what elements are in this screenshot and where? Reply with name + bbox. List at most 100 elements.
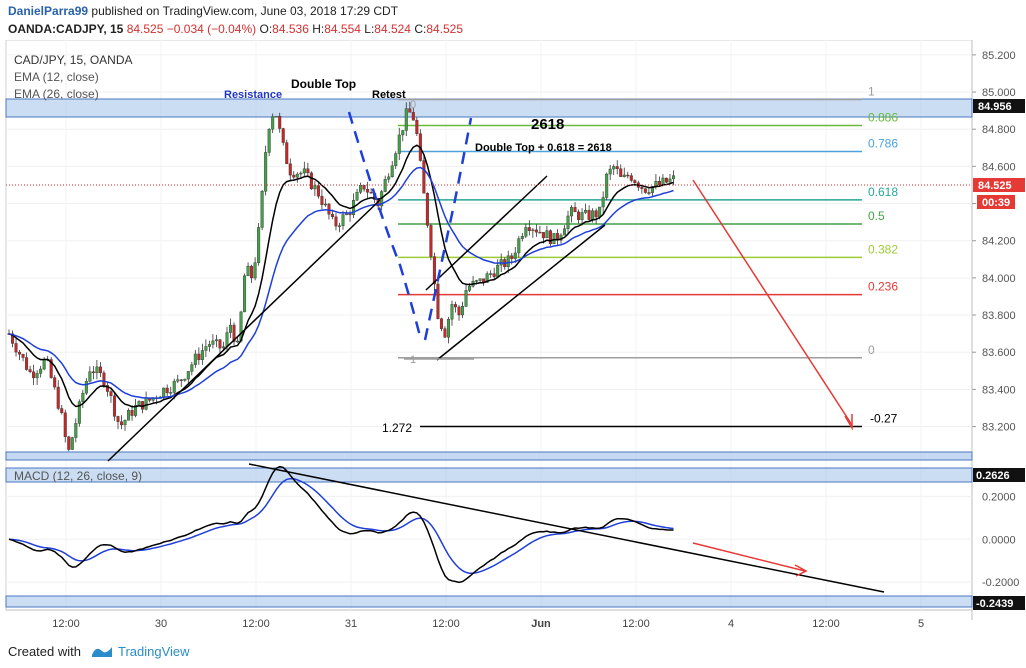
candle-body xyxy=(657,181,661,185)
author-name[interactable]: DanielParra99 xyxy=(8,4,89,18)
candle-body xyxy=(587,210,591,220)
macd-signal-line xyxy=(8,477,674,574)
candle-body xyxy=(513,252,517,259)
candle-body xyxy=(439,318,443,329)
support-zone-bottom[interactable] xyxy=(5,451,973,461)
candle-body xyxy=(594,210,598,218)
time-tick-label: 30 xyxy=(155,618,167,630)
grid-lines xyxy=(6,40,972,610)
candle-body xyxy=(18,351,22,355)
legend-ema26: EMA (26, close) xyxy=(14,87,99,101)
candle-body xyxy=(197,353,201,361)
candle-body xyxy=(573,207,577,213)
time-tick-label: 12:00 xyxy=(242,618,270,630)
candle-body xyxy=(84,381,88,394)
time-tick-label: 12:00 xyxy=(432,618,460,630)
last-price: 84.525 xyxy=(126,22,164,36)
resistance-price-label: 84.956 xyxy=(978,101,1012,113)
candle-body xyxy=(612,166,616,170)
resistance-label: Resistance xyxy=(224,89,282,101)
time-tick-label: 4 xyxy=(728,618,734,630)
price-change: −0.034 (−0.04%) xyxy=(166,22,257,36)
macd-divergence-trendline[interactable] xyxy=(248,463,885,593)
candle-body xyxy=(120,421,124,426)
candle-body xyxy=(253,262,257,279)
time-tick-label: 5 xyxy=(918,618,924,630)
time-tick-label: 31 xyxy=(345,618,357,630)
rising-trendline-1[interactable] xyxy=(107,199,381,462)
price-tick-label: 84.200 xyxy=(982,236,1016,248)
legend-macd: MACD (12, 26, close, 9) xyxy=(14,469,142,483)
fib-level-label: 0.5 xyxy=(868,209,885,223)
candle-body xyxy=(32,371,36,379)
fib-level-label: 0 xyxy=(868,343,875,357)
symbol-label: OANDA:CADJPY, 15 xyxy=(8,22,124,36)
channel-upper-line[interactable] xyxy=(425,175,548,291)
macd-lower-zone[interactable] xyxy=(5,595,973,608)
fibonacci-levels[interactable]: 1 0.886 0.786 0.618 0.5 0.382 0.236 0 -0.27 xyxy=(398,84,898,428)
ema12-line xyxy=(8,144,674,408)
candle-body xyxy=(640,187,644,189)
candle-body xyxy=(165,387,169,394)
macd-axis[interactable]: 0.2000 0.0000 -0.2000 xyxy=(982,491,1019,589)
candle-body xyxy=(425,193,429,226)
candle-body xyxy=(88,371,92,382)
candle-body xyxy=(292,174,296,178)
candle-body xyxy=(123,420,127,426)
price-axis[interactable]: 85.20085.00084.80084.60084.40084.20084.0… xyxy=(972,50,1016,434)
chart-header: DanielParra99 published on TradingView.c… xyxy=(0,0,1026,40)
candle-body xyxy=(562,228,566,236)
candle-body xyxy=(366,188,370,193)
candle-body xyxy=(42,358,46,370)
price-tick-label: 85.200 xyxy=(982,50,1016,62)
candle-body xyxy=(130,410,134,416)
candle-body xyxy=(264,152,268,192)
low-label: L: xyxy=(364,22,375,36)
candle-body xyxy=(429,225,433,257)
candle-body xyxy=(629,175,633,181)
candle-body xyxy=(355,191,359,201)
candle-body xyxy=(454,304,458,308)
candle-body xyxy=(485,273,489,283)
candle-body xyxy=(330,213,334,218)
candle-body xyxy=(214,339,218,342)
legend-ema12: EMA (12, close) xyxy=(14,70,99,84)
candle-body xyxy=(580,212,584,220)
target-formula-label: Double Top + 0.618 = 2618 xyxy=(475,142,612,154)
macd-lower-label: -0.2439 xyxy=(976,598,1013,610)
candle-body xyxy=(415,119,419,134)
tradingview-brand-link[interactable]: TradingView xyxy=(118,644,190,659)
candle-body xyxy=(225,332,229,347)
candle-body xyxy=(274,115,278,118)
candle-body xyxy=(369,192,373,194)
macd-pane[interactable] xyxy=(5,459,973,611)
channel-lower-line[interactable] xyxy=(436,224,606,361)
candle-body xyxy=(464,290,468,307)
chart-area[interactable]: 1 0.886 0.786 0.618 0.5 0.382 0.236 0 -0.27 Resi… xyxy=(0,39,1026,640)
candle-body xyxy=(35,373,39,379)
candle-body xyxy=(190,364,194,372)
close-value: 84.525 xyxy=(426,22,464,36)
candle-body xyxy=(552,233,556,245)
candle-body xyxy=(524,227,528,237)
price-tick-label: 83.600 xyxy=(982,347,1016,359)
candle-body xyxy=(67,436,71,450)
candle-body xyxy=(450,304,454,320)
candle-body xyxy=(316,185,320,197)
tradingview-logo-icon xyxy=(92,647,112,657)
candle-body xyxy=(401,130,405,136)
fib-ext-label: 1.272 xyxy=(382,421,412,435)
candle-body xyxy=(436,283,440,319)
candle-body xyxy=(169,392,173,394)
resistance-zone[interactable] xyxy=(5,98,973,118)
macd-tick-label: 0.2000 xyxy=(982,491,1016,503)
macd-upper-zone[interactable] xyxy=(5,467,973,483)
time-axis[interactable]: 12:00 30 12:00 31 12:00 Jun 12:00 4 12:00 5 xyxy=(52,618,924,630)
candle-body xyxy=(362,185,366,190)
candle-body xyxy=(534,229,538,233)
projection-arrow-line xyxy=(692,179,853,426)
low-value: 84.524 xyxy=(374,22,411,36)
candle-body xyxy=(461,306,465,316)
candle-body xyxy=(411,112,415,121)
chart-svg[interactable]: 1 0.886 0.786 0.618 0.5 0.382 0.236 0 -0.27 Resi… xyxy=(0,39,1026,640)
